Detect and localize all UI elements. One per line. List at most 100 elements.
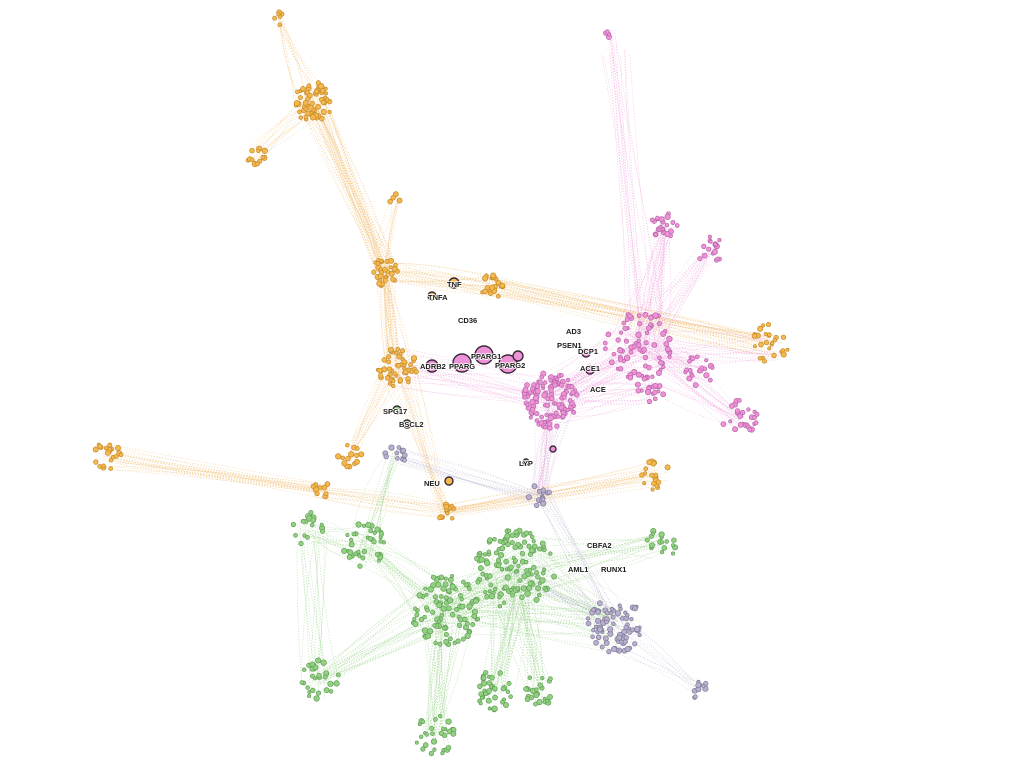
pink-gene-node[interactable] xyxy=(529,386,536,392)
green-gene-node[interactable] xyxy=(478,701,483,706)
orange-gene-node[interactable] xyxy=(309,114,317,121)
orange-gene-node[interactable] xyxy=(345,443,350,448)
green-gene-node[interactable] xyxy=(449,583,456,590)
green-gene-node[interactable] xyxy=(524,559,529,565)
green-gene-node[interactable] xyxy=(503,702,509,708)
label-aml1[interactable]: AML1 xyxy=(567,564,589,575)
pink-gene-node[interactable] xyxy=(528,415,533,420)
green-gene-node[interactable] xyxy=(412,620,419,628)
lavender-gene-node[interactable] xyxy=(629,617,634,622)
lavender-gene-node[interactable] xyxy=(595,609,601,615)
lavender-gene-node[interactable] xyxy=(695,682,702,689)
pink-gene-node[interactable] xyxy=(658,216,665,223)
orange-gene-node[interactable] xyxy=(101,463,106,468)
orange-gene-node[interactable] xyxy=(406,367,412,373)
green-gene-node[interactable] xyxy=(464,620,470,627)
orange-gene-node[interactable] xyxy=(278,14,283,19)
green-gene-node[interactable] xyxy=(447,597,454,604)
green-gene-node[interactable] xyxy=(420,719,426,725)
orange-gene-node[interactable] xyxy=(639,472,645,478)
orange-gene-node[interactable] xyxy=(340,455,346,461)
green-gene-node[interactable] xyxy=(517,578,523,583)
pink-gene-node[interactable] xyxy=(660,227,665,232)
orange-gene-node[interactable] xyxy=(320,108,327,116)
label-psen1[interactable]: PSEN1 xyxy=(556,340,582,351)
green-gene-node[interactable] xyxy=(313,695,320,702)
pink-gene-node[interactable] xyxy=(539,374,545,380)
orange-gene-node[interactable] xyxy=(413,369,419,375)
orange-gene-node[interactable] xyxy=(763,331,768,337)
lavender-gene-node[interactable] xyxy=(603,640,610,647)
green-gene-node[interactable] xyxy=(464,632,471,640)
pink-gene-node[interactable] xyxy=(619,330,624,335)
orange-gene-node[interactable] xyxy=(757,356,763,361)
green-gene-node[interactable] xyxy=(439,612,445,618)
orange-gene-node[interactable] xyxy=(255,161,260,167)
hub-gene-node[interactable] xyxy=(448,277,460,289)
orange-gene-node[interactable] xyxy=(499,282,506,289)
green-gene-node[interactable] xyxy=(671,537,677,543)
green-gene-node[interactable] xyxy=(439,594,444,599)
orange-gene-node[interactable] xyxy=(341,460,348,467)
green-gene-node[interactable] xyxy=(379,531,385,537)
lavender-gene-node[interactable] xyxy=(599,644,605,650)
green-gene-node[interactable] xyxy=(436,602,443,609)
green-gene-node[interactable] xyxy=(527,580,533,586)
pink-gene-node[interactable] xyxy=(534,388,541,395)
green-gene-node[interactable] xyxy=(374,526,381,533)
green-gene-node[interactable] xyxy=(533,692,540,699)
orange-gene-node[interactable] xyxy=(305,110,311,116)
orange-gene-node[interactable] xyxy=(400,348,406,354)
pink-gene-node[interactable] xyxy=(703,372,710,379)
green-gene-node[interactable] xyxy=(425,633,432,640)
green-gene-node[interactable] xyxy=(484,594,490,600)
lavender-gene-node[interactable] xyxy=(400,447,407,454)
pink-gene-node[interactable] xyxy=(554,423,560,429)
label-ace[interactable]: ACE xyxy=(589,384,606,395)
pink-gene-node[interactable] xyxy=(636,338,641,343)
green-gene-node[interactable] xyxy=(421,627,429,634)
green-gene-node[interactable] xyxy=(543,587,549,593)
pink-gene-node[interactable] xyxy=(635,388,641,394)
label-cd36[interactable]: CD36 xyxy=(457,315,478,326)
green-gene-node[interactable] xyxy=(524,568,529,573)
pink-gene-node[interactable] xyxy=(707,377,713,383)
pink-gene-node[interactable] xyxy=(559,373,564,378)
pink-gene-node[interactable] xyxy=(664,222,669,228)
pink-gene-node[interactable] xyxy=(571,410,577,415)
green-gene-node[interactable] xyxy=(535,585,542,592)
pink-gene-node[interactable] xyxy=(556,402,561,408)
green-gene-node[interactable] xyxy=(496,562,502,568)
pink-gene-node[interactable] xyxy=(657,355,662,361)
green-gene-node[interactable] xyxy=(440,726,446,731)
orange-gene-node[interactable] xyxy=(490,272,497,279)
orange-gene-node[interactable] xyxy=(770,340,775,346)
green-gene-node[interactable] xyxy=(492,694,498,701)
green-gene-node[interactable] xyxy=(319,522,324,527)
orange-gene-node[interactable] xyxy=(449,516,455,521)
pink-gene-node[interactable] xyxy=(701,252,708,259)
pink-gene-node[interactable] xyxy=(534,411,540,417)
lavender-gene-node[interactable] xyxy=(593,639,599,646)
green-gene-node[interactable] xyxy=(443,595,449,601)
pink-gene-node[interactable] xyxy=(623,338,629,344)
pink-gene-node[interactable] xyxy=(602,340,608,346)
green-gene-node[interactable] xyxy=(349,537,354,543)
pink-gene-node[interactable] xyxy=(644,330,650,335)
pink-gene-node[interactable] xyxy=(565,407,570,413)
pink-gene-node[interactable] xyxy=(652,382,659,389)
green-gene-node[interactable] xyxy=(539,577,546,584)
green-gene-node[interactable] xyxy=(548,551,553,556)
green-gene-node[interactable] xyxy=(471,608,478,615)
green-gene-node[interactable] xyxy=(322,674,328,680)
pink-gene-node[interactable] xyxy=(534,383,541,390)
orange-gene-node[interactable] xyxy=(321,484,328,491)
green-gene-node[interactable] xyxy=(475,579,481,585)
green-gene-node[interactable] xyxy=(310,517,317,524)
green-gene-node[interactable] xyxy=(537,546,543,552)
orange-gene-node[interactable] xyxy=(643,466,649,472)
orange-gene-node[interactable] xyxy=(771,352,777,359)
green-gene-node[interactable] xyxy=(356,549,361,555)
green-gene-node[interactable] xyxy=(508,694,513,699)
orange-gene-node[interactable] xyxy=(307,92,313,99)
